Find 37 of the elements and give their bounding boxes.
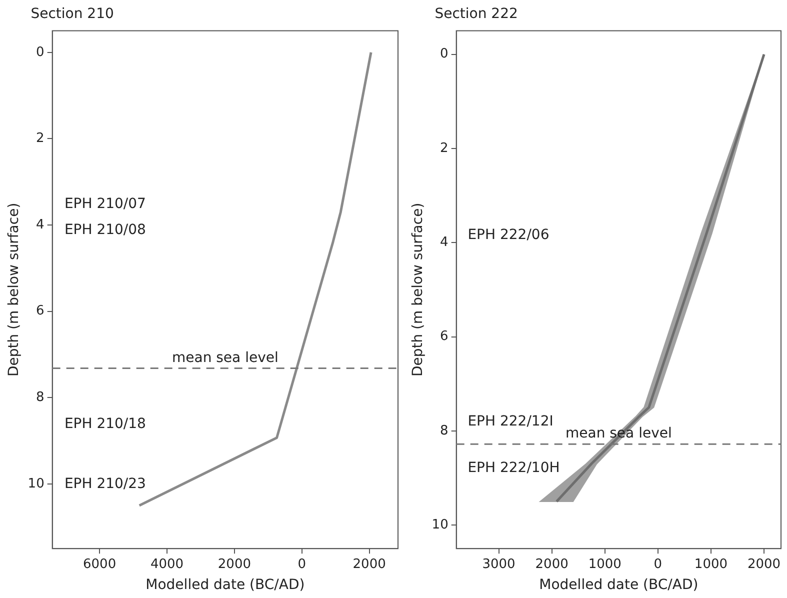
ref-line-label: mean sea level	[172, 350, 278, 366]
x-tick-label: 1000	[694, 556, 728, 572]
x-tick-label: 2000	[535, 556, 568, 572]
annotation: EPH 222/06	[468, 226, 550, 243]
x-tick-label: 0	[654, 556, 662, 572]
x-tick-label: 2000	[352, 556, 386, 572]
y-tick-label: 10	[28, 476, 44, 492]
x-tick-label: 2000	[218, 556, 251, 572]
x-tick-label: 6000	[83, 556, 116, 572]
y-tick-label: 2	[440, 140, 448, 156]
chart-title: Section 222	[408, 6, 518, 22]
y-tick-label: 8	[36, 390, 44, 405]
x-tick-label: 3000	[482, 556, 516, 572]
x-tick-label: 1000	[588, 556, 622, 572]
y-tick-label: 6	[440, 329, 448, 344]
y-tick-label: 4	[36, 217, 44, 232]
annotation: EPH 210/08	[64, 222, 146, 238]
annotation: EPH 210/18	[64, 416, 146, 432]
y-tick-label: 0	[440, 46, 448, 62]
y-tick-label: 8	[440, 423, 448, 438]
y-axis-title: Depth (m below surface)	[6, 202, 22, 377]
chart-title: Section 210	[4, 6, 114, 22]
annotation: EPH 222/12I	[468, 413, 554, 430]
annotation: EPH 222/10H	[468, 460, 560, 476]
x-tick-label: 2000	[747, 556, 781, 572]
x-axis-title: Modelled date (BC/AD)	[539, 577, 698, 594]
y-tick-label: 4	[440, 235, 448, 250]
x-axis-title: Modelled date (BC/AD)	[146, 577, 305, 594]
y-tick-label: 10	[432, 517, 448, 532]
annotation: EPH 210/07	[64, 196, 146, 212]
y-tick-label: 0	[36, 44, 44, 60]
y-axis-title: Depth (m below surface)	[410, 202, 426, 377]
annotation: EPH 210/23	[64, 476, 146, 492]
x-tick-label: 4000	[150, 556, 184, 572]
x-tick-label: 0	[298, 556, 306, 572]
y-tick-label: 2	[36, 131, 44, 146]
y-tick-label: 6	[36, 304, 44, 319]
